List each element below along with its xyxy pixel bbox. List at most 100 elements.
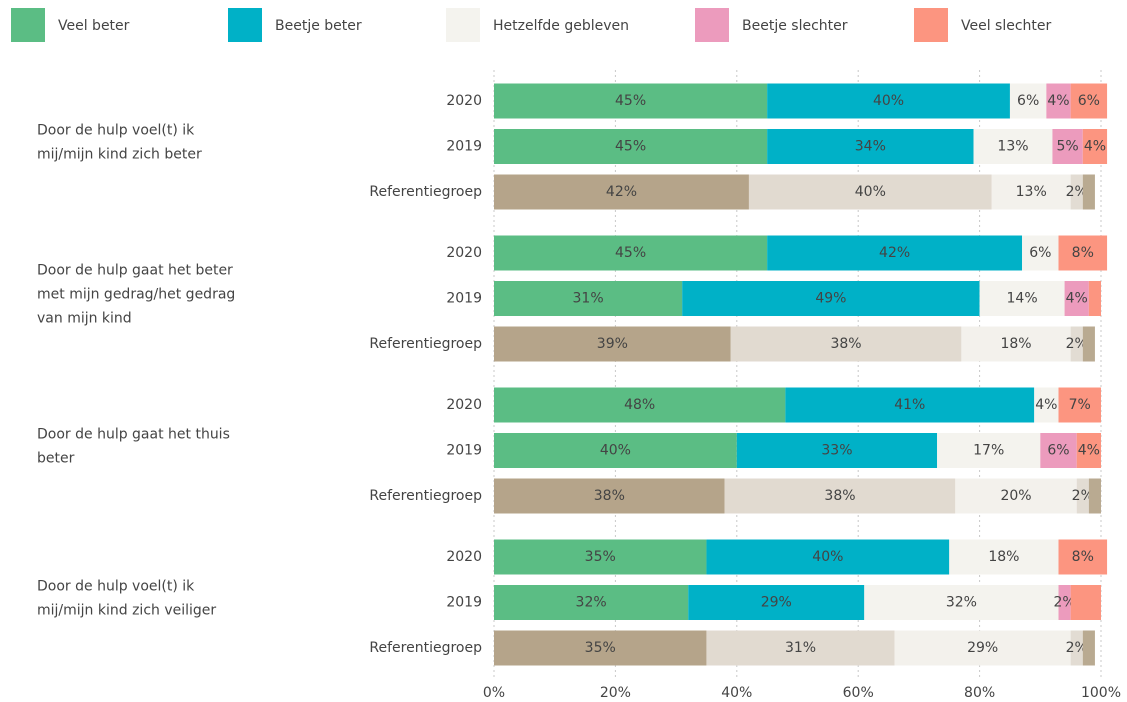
bar-segment — [1082, 129, 1108, 164]
data-label: 45% — [615, 139, 646, 155]
data-label: 32% — [576, 595, 607, 611]
data-label: 18% — [988, 549, 1019, 565]
bar-segment — [706, 630, 895, 666]
data-label: 48% — [624, 397, 655, 413]
bar-segment — [1088, 281, 1101, 316]
y-tick-label: Referentiegroep — [369, 640, 482, 656]
bar-segment — [494, 539, 707, 575]
bar-segment — [1070, 326, 1083, 362]
bar-segment — [748, 174, 992, 210]
y-tick-label: Referentiegroep — [369, 336, 482, 352]
data-label: 41% — [894, 397, 925, 413]
bar-segment — [961, 326, 1071, 362]
data-label: 2% — [1066, 336, 1088, 352]
bar-segment — [767, 129, 974, 164]
bar-segment — [1058, 235, 1108, 271]
bar-segment — [894, 630, 1071, 666]
bar-segment — [688, 585, 865, 620]
bar-segment — [937, 433, 1041, 468]
data-label: 31% — [573, 291, 604, 307]
data-label: 38% — [824, 488, 855, 504]
data-label: 42% — [879, 245, 910, 261]
y-tick-label: 2020 — [446, 245, 482, 261]
data-label: 18% — [1000, 336, 1031, 352]
bar-segment — [1070, 630, 1083, 666]
x-tick-label: 40% — [721, 685, 752, 701]
legend-label: Veel beter — [58, 18, 130, 34]
data-label: 4% — [1078, 443, 1100, 459]
data-label: 6% — [1017, 93, 1039, 109]
legend-swatch — [695, 8, 729, 42]
legend-swatch — [446, 8, 480, 42]
bar-segment — [494, 630, 707, 666]
bar-segment — [1052, 129, 1083, 164]
x-tick-label: 80% — [964, 685, 995, 701]
data-label: 4% — [1035, 397, 1057, 413]
x-tick-label: 100% — [1081, 685, 1121, 701]
group-label: mij/mijn kind zich veiliger — [37, 603, 216, 619]
y-tick-label: Referentiegroep — [369, 488, 482, 504]
data-label: 40% — [600, 443, 631, 459]
data-label: 40% — [855, 184, 886, 200]
bar-segment — [1070, 83, 1108, 119]
legend-swatch — [914, 8, 948, 42]
legend-label: Hetzelfde gebleven — [493, 18, 629, 34]
bar-segment — [1076, 478, 1089, 514]
data-label: 4% — [1047, 93, 1069, 109]
data-label: 2% — [1072, 488, 1094, 504]
bar-segment — [1058, 585, 1071, 620]
data-label: 40% — [873, 93, 904, 109]
data-label: 49% — [815, 291, 846, 307]
bar-segment — [767, 83, 1010, 119]
bar-segment — [494, 585, 689, 620]
legend-swatch — [228, 8, 262, 42]
y-tick-label: 2019 — [446, 291, 482, 307]
data-label: 20% — [1000, 488, 1031, 504]
data-label: 29% — [967, 640, 998, 656]
group-label: mij/mijn kind zich beter — [37, 147, 202, 163]
data-label: 6% — [1078, 93, 1100, 109]
bar-segment — [494, 326, 731, 362]
data-label: 34% — [855, 139, 886, 155]
bar-segment — [1082, 630, 1095, 666]
data-label: 13% — [1016, 184, 1047, 200]
bar-segment — [1070, 585, 1101, 620]
bar-segment — [494, 433, 737, 468]
bar-segment — [1076, 433, 1101, 468]
bar-segment — [1070, 174, 1083, 210]
y-tick-label: 2020 — [446, 93, 482, 109]
bar-segment — [1058, 387, 1101, 423]
data-label: 45% — [615, 245, 646, 261]
data-label: 2% — [1066, 640, 1088, 656]
data-label: 4% — [1066, 291, 1088, 307]
bar-segment — [864, 585, 1059, 620]
bar-segment — [1058, 539, 1108, 575]
bar-segment — [736, 433, 938, 468]
data-label: 17% — [973, 443, 1004, 459]
y-tick-label: 2019 — [446, 139, 482, 155]
y-tick-label: 2020 — [446, 397, 482, 413]
data-label: 38% — [594, 488, 625, 504]
legend-label: Beetje slechter — [742, 18, 848, 34]
bar-segment — [955, 478, 1077, 514]
group-label: beter — [37, 451, 75, 467]
group-label: Door de hulp gaat het beter — [37, 263, 233, 279]
data-label: 45% — [615, 93, 646, 109]
group-label: met mijn gedrag/het gedrag — [37, 287, 235, 303]
bar-segment — [973, 129, 1053, 164]
bar-segment — [494, 281, 683, 316]
data-label: 32% — [946, 595, 977, 611]
data-label: 2% — [1066, 184, 1088, 200]
data-label: 35% — [585, 640, 616, 656]
bar-segment — [1082, 174, 1095, 210]
bar-segment — [494, 174, 749, 210]
legend-label: Veel slechter — [961, 18, 1052, 34]
bar-segment — [1088, 478, 1101, 514]
data-label: 33% — [821, 443, 852, 459]
bar-segment — [730, 326, 962, 362]
data-label: 39% — [597, 336, 628, 352]
data-label: 8% — [1072, 549, 1094, 565]
data-label: 8% — [1072, 245, 1094, 261]
y-tick-label: 2020 — [446, 549, 482, 565]
